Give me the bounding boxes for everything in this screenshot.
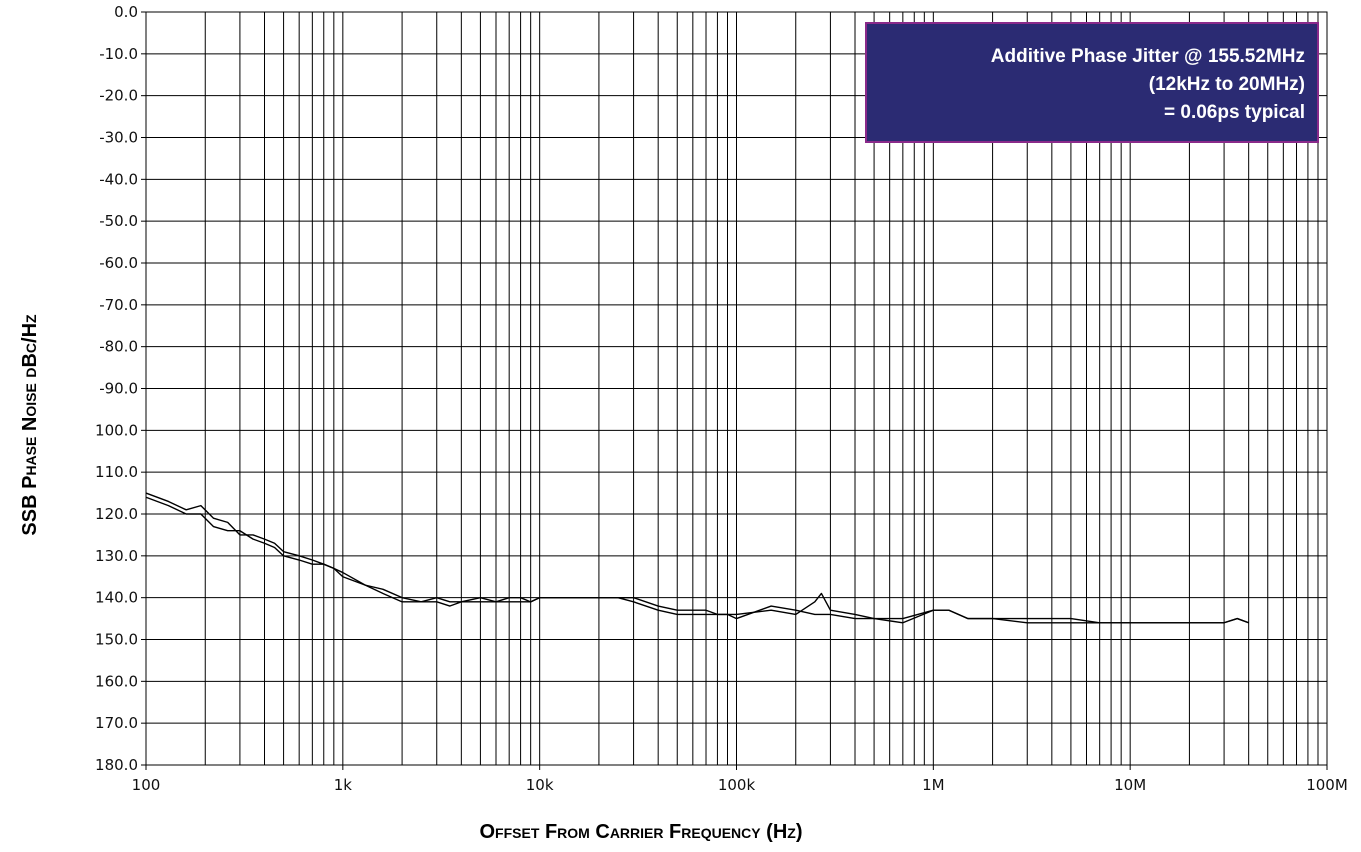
y-tick-label: 150.0 <box>95 631 138 649</box>
y-tick-label: -20.0 <box>99 87 138 105</box>
y-tick-label: -80.0 <box>99 338 138 356</box>
y-tick-label: -90.0 <box>99 380 138 398</box>
y-tick-label: 160.0 <box>95 672 138 690</box>
x-axis-ticks: 100 1k 10k 100k 1M 10M 100M <box>132 765 1348 794</box>
jitter-annotation-box: Additive Phase Jitter @ 155.52MHz (12kHz… <box>865 22 1319 143</box>
grid-lines <box>145 11 1328 766</box>
y-tick-label: -70.0 <box>99 296 138 314</box>
y-tick-label: -60.0 <box>99 254 138 272</box>
x-tick-label: 10k <box>526 776 554 794</box>
x-tick-label: 100k <box>718 776 756 794</box>
y-axis-title: SSB Phase Noise dBc/Hz <box>19 314 41 536</box>
annotation-line-3: = 0.06ps typical <box>1164 102 1305 123</box>
y-tick-label: 130.0 <box>95 547 138 565</box>
y-tick-label: 120.0 <box>95 505 138 523</box>
series-line-2 <box>145 496 1249 624</box>
annotation-line-2: (12kHz to 20MHz) <box>1149 74 1305 95</box>
x-tick-label: 100 <box>132 776 161 794</box>
y-tick-label: 140.0 <box>95 589 138 607</box>
y-tick-label: 170.0 <box>95 714 138 732</box>
y-tick-label: -40.0 <box>99 170 138 188</box>
y-tick-label: 180.0 <box>95 756 138 774</box>
y-tick-label: -50.0 <box>99 212 138 230</box>
series-line-1 <box>145 492 1249 624</box>
annotation-background <box>865 22 1319 143</box>
y-tick-label: -10.0 <box>99 45 138 63</box>
x-axis-title: Offset From Carrier Frequency (Hz) <box>480 821 803 843</box>
x-tick-label: 1M <box>922 776 945 794</box>
annotation-line-1: Additive Phase Jitter @ 155.52MHz <box>991 46 1305 67</box>
x-tick-label: 100M <box>1306 776 1348 794</box>
series-lines <box>145 492 1249 624</box>
y-tick-label: 0.0 <box>114 3 138 21</box>
x-tick-label: 1k <box>334 776 353 794</box>
x-tick-label: 10M <box>1114 776 1146 794</box>
y-tick-label: -30.0 <box>99 129 138 147</box>
y-tick-label: 100.0 <box>95 421 138 439</box>
y-axis-ticks: 0.0 -10.0 -20.0 -30.0 -40.0 -50.0 -60.0 -70.0 -8… <box>95 3 146 774</box>
y-tick-label: 110.0 <box>95 463 138 481</box>
